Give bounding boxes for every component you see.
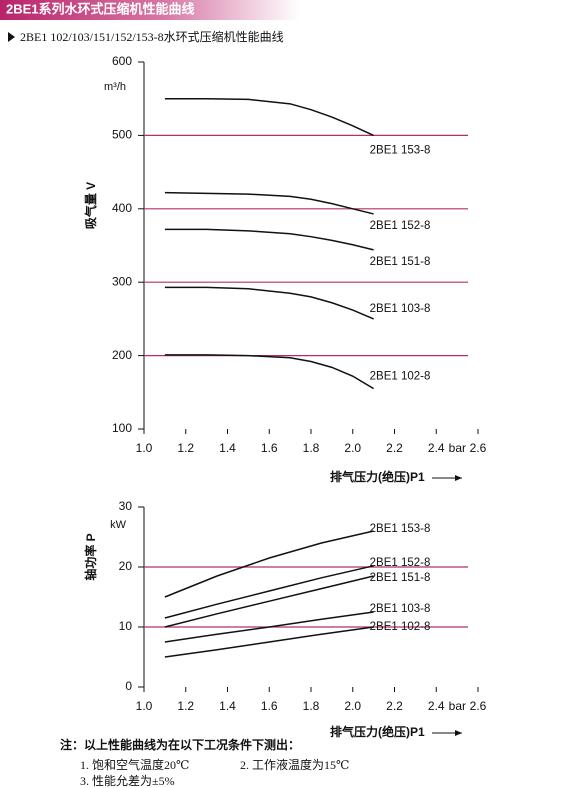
y-tick-label: 10 [119,619,133,633]
y-tick-label: 300 [112,274,132,288]
series-line [164,97,374,137]
y-tick-label: 0 [125,679,132,693]
x-tick-label: 2.6 [470,699,487,713]
series-line [164,530,374,598]
y-tick-label: 400 [112,201,132,215]
x-tick-label: 2.2 [386,699,403,713]
x-tick-label: 1.8 [303,441,320,455]
x-tick-label: 1.4 [219,441,236,455]
series-line [164,565,374,619]
x-unit: bar [449,441,466,455]
series-label: 2BE1 153-8 [370,523,431,535]
series-label: 2BE1 103-8 [370,303,431,315]
x-axis-title: 排气压力(绝压)P1 [330,724,425,739]
note-item: 2. 工作液温度为15℃ [240,757,349,772]
bullet-icon [8,32,15,42]
x-tick-label: 2.0 [344,441,361,455]
x-tick-label: 2.4 [428,441,445,455]
y-tick-label: 100 [112,421,132,435]
y-tick-label: 30 [119,499,133,513]
series-label: 2BE1 151-8 [370,572,431,584]
y-tick-label: 500 [112,128,132,142]
x-axis-arrowhead [455,475,462,481]
series-label: 2BE1 153-8 [370,144,431,156]
x-tick-label: 1.4 [219,699,236,713]
note-item: 3. 性能允差为±5% [80,773,175,788]
note-item: 1. 饱和空气温度20℃ [80,757,189,772]
series-label: 2BE1 152-8 [370,220,431,232]
series-line [164,575,374,628]
series-label: 2BE1 103-8 [370,603,431,615]
series-line [164,611,374,643]
x-tick-label: 2.6 [470,441,487,455]
y-axis-title: 轴功率 P [83,533,98,580]
y-unit: m³/h [104,81,126,93]
x-tick-label: 1.2 [177,441,194,455]
x-tick-label: 2.4 [428,699,445,713]
header-band [0,0,300,20]
y-unit: kW [110,519,127,531]
x-tick-label: 2.2 [386,441,403,455]
y-tick-label: 200 [112,348,132,362]
series-label: 2BE1 102-8 [370,371,431,383]
x-tick-label: 2.0 [344,699,361,713]
x-tick-label: 1.8 [303,699,320,713]
subtitle: 2BE1 102/103/151/152/153-8水环式压缩机性能曲线 [20,29,284,44]
series-line [164,191,374,215]
x-axis-arrowhead [455,730,462,736]
x-unit: bar [449,699,466,713]
y-tick-label: 20 [119,559,133,573]
series-line [164,354,375,390]
x-tick-label: 1.0 [136,699,153,713]
x-tick-label: 1.2 [177,699,194,713]
series-label: 2BE1 151-8 [370,256,431,268]
series-line [164,626,374,658]
notes-heading: 注：以上性能曲线为在以下工况条件下测出： [60,737,300,752]
y-axis-title: 吸气量 V [83,182,98,229]
x-axis-title: 排气压力(绝压)P1 [330,469,425,484]
y-tick-label: 600 [112,54,132,68]
header-title: 2BE1系列水环式压缩机性能曲线 [6,1,195,16]
x-tick-label: 1.0 [136,441,153,455]
x-tick-label: 1.6 [261,441,278,455]
series-line [164,228,374,251]
series-line [164,286,374,320]
series-label: 2BE1 152-8 [370,557,431,569]
series-label: 2BE1 102-8 [370,621,431,633]
x-tick-label: 1.6 [261,699,278,713]
